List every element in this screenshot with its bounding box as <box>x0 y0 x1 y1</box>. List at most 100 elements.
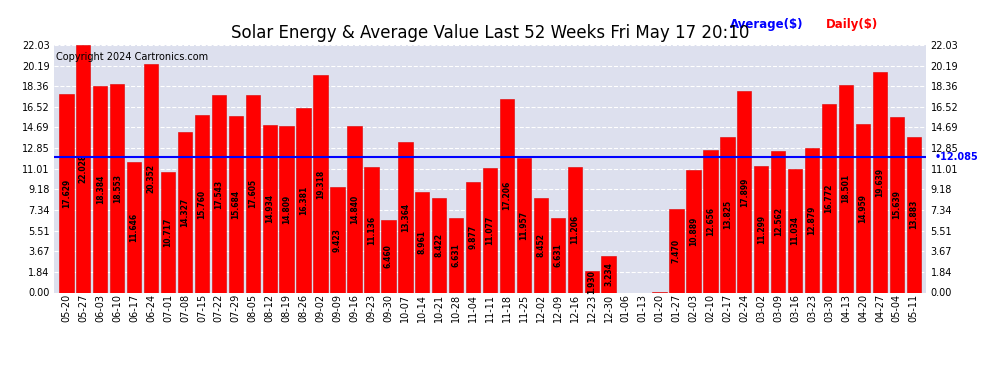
Bar <box>855 124 870 292</box>
Text: 17.605: 17.605 <box>248 179 257 208</box>
Text: 16.381: 16.381 <box>299 186 308 215</box>
Text: 6.460: 6.460 <box>384 244 393 268</box>
Bar <box>466 182 480 292</box>
Bar <box>127 162 142 292</box>
Text: 18.384: 18.384 <box>96 174 105 204</box>
Text: 14.959: 14.959 <box>858 194 867 223</box>
Bar <box>246 95 260 292</box>
Bar <box>212 95 226 292</box>
Bar <box>602 256 616 292</box>
Text: 8.961: 8.961 <box>418 230 427 254</box>
Bar <box>160 172 175 292</box>
Bar <box>720 137 735 292</box>
Text: 9.423: 9.423 <box>333 228 342 252</box>
Bar <box>279 126 294 292</box>
Bar <box>907 136 921 292</box>
Text: 15.760: 15.760 <box>197 189 206 219</box>
Text: 13.364: 13.364 <box>401 203 410 232</box>
Text: 8.422: 8.422 <box>435 233 444 257</box>
Text: 10.889: 10.889 <box>689 217 698 246</box>
Text: 17.543: 17.543 <box>215 179 224 209</box>
Bar <box>381 220 396 292</box>
Bar <box>584 271 599 292</box>
Bar <box>398 142 413 292</box>
Bar <box>822 104 837 292</box>
Text: 11.034: 11.034 <box>791 216 800 245</box>
Bar <box>839 85 853 292</box>
Text: 15.684: 15.684 <box>232 190 241 219</box>
Text: 6.631: 6.631 <box>553 243 562 267</box>
Text: 12.656: 12.656 <box>706 207 715 236</box>
Text: 17.629: 17.629 <box>61 179 71 208</box>
Bar <box>144 64 158 292</box>
Title: Solar Energy & Average Value Last 52 Weeks Fri May 17 20:10: Solar Energy & Average Value Last 52 Wee… <box>231 24 749 42</box>
Text: 13.883: 13.883 <box>909 200 919 229</box>
Text: 9.877: 9.877 <box>468 225 477 249</box>
Text: 19.318: 19.318 <box>316 170 325 199</box>
Bar <box>754 165 768 292</box>
Text: Daily($): Daily($) <box>826 18 878 32</box>
Bar <box>432 198 446 292</box>
Text: 18.501: 18.501 <box>842 174 850 203</box>
Text: 11.206: 11.206 <box>570 215 579 244</box>
Text: 10.717: 10.717 <box>163 217 172 247</box>
Text: •12.085: •12.085 <box>935 152 978 162</box>
Bar <box>364 167 378 292</box>
Text: 11.957: 11.957 <box>520 211 529 240</box>
Text: 11.646: 11.646 <box>130 213 139 242</box>
Text: 14.934: 14.934 <box>265 194 274 223</box>
Text: 16.772: 16.772 <box>825 184 834 213</box>
Bar <box>517 158 532 292</box>
Bar <box>448 218 463 292</box>
Bar <box>500 99 514 292</box>
Bar <box>76 45 90 292</box>
Bar <box>110 84 125 292</box>
Text: 1.930: 1.930 <box>587 270 596 294</box>
Text: 17.206: 17.206 <box>503 181 512 210</box>
Text: 19.639: 19.639 <box>875 168 884 197</box>
Text: 7.470: 7.470 <box>672 238 681 262</box>
Text: 11.136: 11.136 <box>367 215 376 244</box>
Bar <box>669 209 684 292</box>
Text: 12.879: 12.879 <box>808 206 817 235</box>
Bar <box>93 86 108 292</box>
Bar <box>567 166 582 292</box>
Text: 3.234: 3.234 <box>604 262 613 286</box>
Text: 18.553: 18.553 <box>113 174 122 203</box>
Bar <box>195 116 209 292</box>
Bar <box>229 116 243 292</box>
Bar <box>415 192 430 292</box>
Text: 6.631: 6.631 <box>451 243 460 267</box>
Text: 17.899: 17.899 <box>740 177 748 207</box>
Bar <box>296 108 311 292</box>
Bar <box>872 72 887 292</box>
Bar <box>59 94 73 292</box>
Text: 11.077: 11.077 <box>485 216 495 245</box>
Bar <box>550 218 565 292</box>
Text: 11.299: 11.299 <box>756 214 765 244</box>
Bar <box>314 75 328 292</box>
Bar <box>805 148 820 292</box>
Bar <box>331 187 345 292</box>
Text: 15.639: 15.639 <box>892 190 901 219</box>
Text: 13.825: 13.825 <box>723 200 732 230</box>
Text: 12.562: 12.562 <box>774 207 783 236</box>
Bar <box>262 125 277 292</box>
Text: 20.352: 20.352 <box>147 164 155 193</box>
Text: 14.840: 14.840 <box>349 195 359 224</box>
Bar <box>686 170 701 292</box>
Text: 8.452: 8.452 <box>537 233 545 257</box>
Text: 22.028: 22.028 <box>79 154 88 183</box>
Text: Copyright 2024 Cartronics.com: Copyright 2024 Cartronics.com <box>56 53 208 62</box>
Bar <box>703 150 718 292</box>
Bar <box>788 168 802 292</box>
Bar <box>347 126 361 292</box>
Bar <box>738 92 751 292</box>
Bar <box>771 152 785 292</box>
Text: 14.809: 14.809 <box>282 195 291 224</box>
Bar <box>890 117 904 292</box>
Bar <box>178 132 192 292</box>
Bar <box>534 198 548 292</box>
Text: Average($): Average($) <box>730 18 803 32</box>
Bar <box>483 168 497 292</box>
